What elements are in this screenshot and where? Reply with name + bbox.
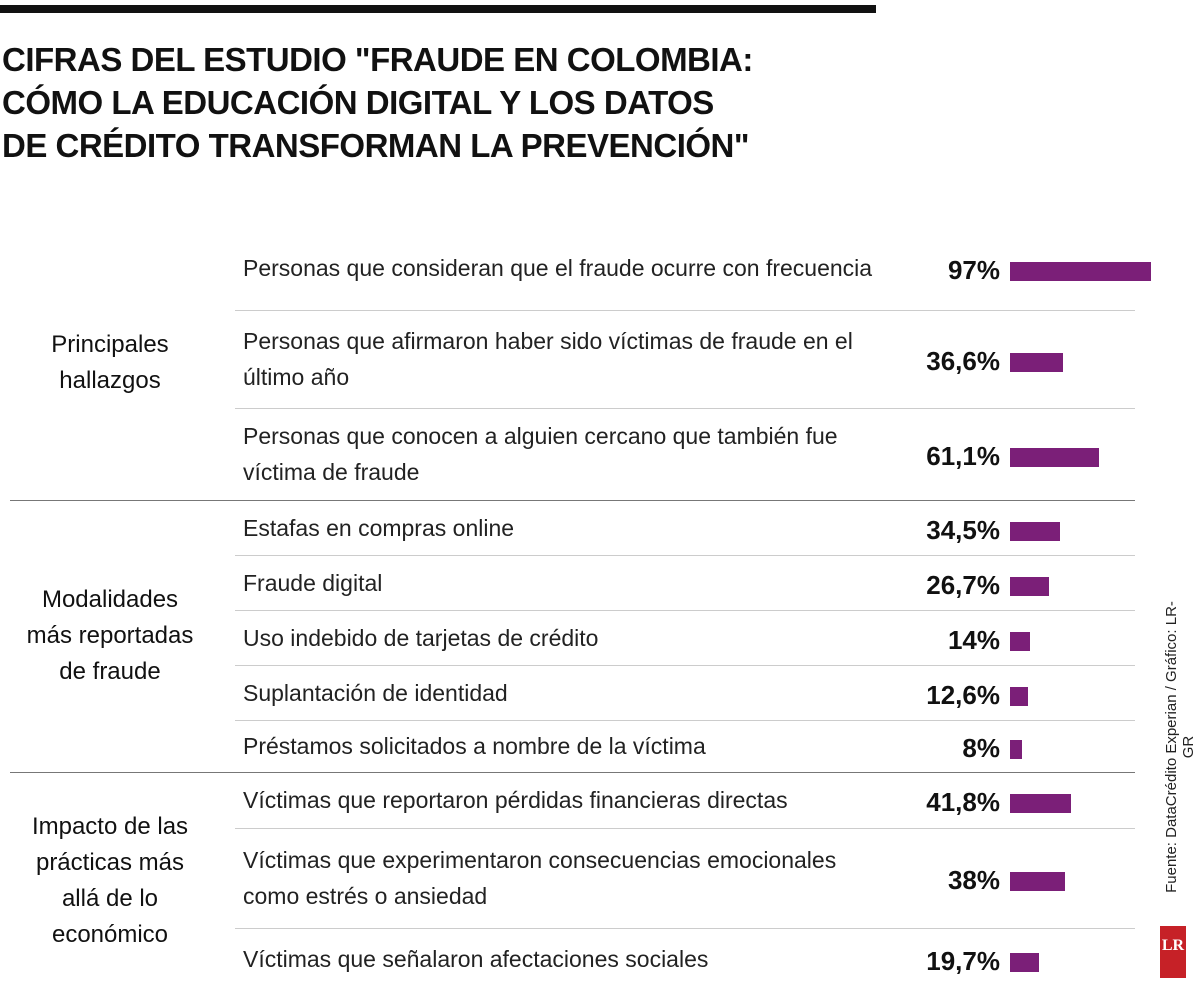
bar — [1010, 631, 1031, 651]
value-label: 61,1% — [926, 441, 1000, 471]
row-label: Personas que conocen a alguien cercano q… — [243, 423, 838, 485]
row-separator — [235, 665, 1135, 666]
value-label: 41,8% — [926, 787, 1000, 817]
bar — [1010, 261, 1151, 281]
row-label: Personas que consideran que el fraude oc… — [243, 254, 873, 281]
row-label: Personas que afirmaron haber sido víctim… — [243, 328, 853, 390]
bar — [1010, 521, 1061, 541]
value-label: 97% — [947, 254, 1000, 285]
row-label: Estafas en compras online — [243, 514, 515, 541]
row-label: Suplantación de identidad — [243, 679, 508, 706]
row-label: Víctimas que reportaron pérdidas financi… — [243, 787, 788, 813]
bar — [1010, 740, 1022, 759]
group-label: Impacto de las prácticas más allá de lo … — [31, 813, 189, 948]
bar — [1010, 448, 1099, 467]
value-label: 36,6% — [926, 346, 1000, 376]
value-label: 34,5% — [926, 514, 1000, 545]
row-separator — [235, 610, 1135, 611]
group-separator — [10, 772, 1135, 773]
bar — [1010, 794, 1071, 813]
chart-title: CIFRAS DEL ESTUDIO "FRAUDE EN COLOMBIA: … — [2, 41, 753, 164]
group-label: Modalidades más reportadas de fraude — [26, 586, 194, 685]
value-label: 14% — [947, 624, 1000, 655]
row-separator — [235, 310, 1135, 311]
bar — [1010, 576, 1049, 596]
row-separator — [235, 720, 1135, 721]
row-separator — [235, 928, 1135, 929]
logo: LR — [1160, 926, 1186, 978]
bar — [1010, 953, 1039, 972]
group-label: Principales hallazgos — [51, 330, 169, 394]
value-label: 8% — [962, 733, 1000, 763]
value-label: 19,7% — [926, 946, 1000, 976]
group-separator — [10, 500, 1135, 501]
bar — [1010, 686, 1029, 706]
value-label: 38% — [947, 865, 1000, 895]
value-label: 12,6% — [926, 679, 1000, 710]
source: Fuente: DataCrédito Experian / Gráfico: … — [1163, 601, 1197, 893]
bar — [1010, 353, 1064, 372]
value-label: 26,7% — [926, 569, 1000, 600]
row-label: Víctimas que experimentaron consecuencia… — [243, 847, 837, 909]
row-label: Préstamos solicitados a nombre de la víc… — [243, 733, 706, 759]
row-label: Uso indebido de tarjetas de crédito — [243, 624, 599, 651]
row-separator — [235, 408, 1135, 409]
row-label: Víctimas que señalaron afectaciones soci… — [243, 946, 709, 972]
row-separator — [235, 555, 1135, 556]
row-separator — [235, 828, 1135, 829]
top-rule — [0, 5, 876, 13]
bar — [1010, 872, 1066, 891]
row-label: Fraude digital — [243, 569, 383, 596]
